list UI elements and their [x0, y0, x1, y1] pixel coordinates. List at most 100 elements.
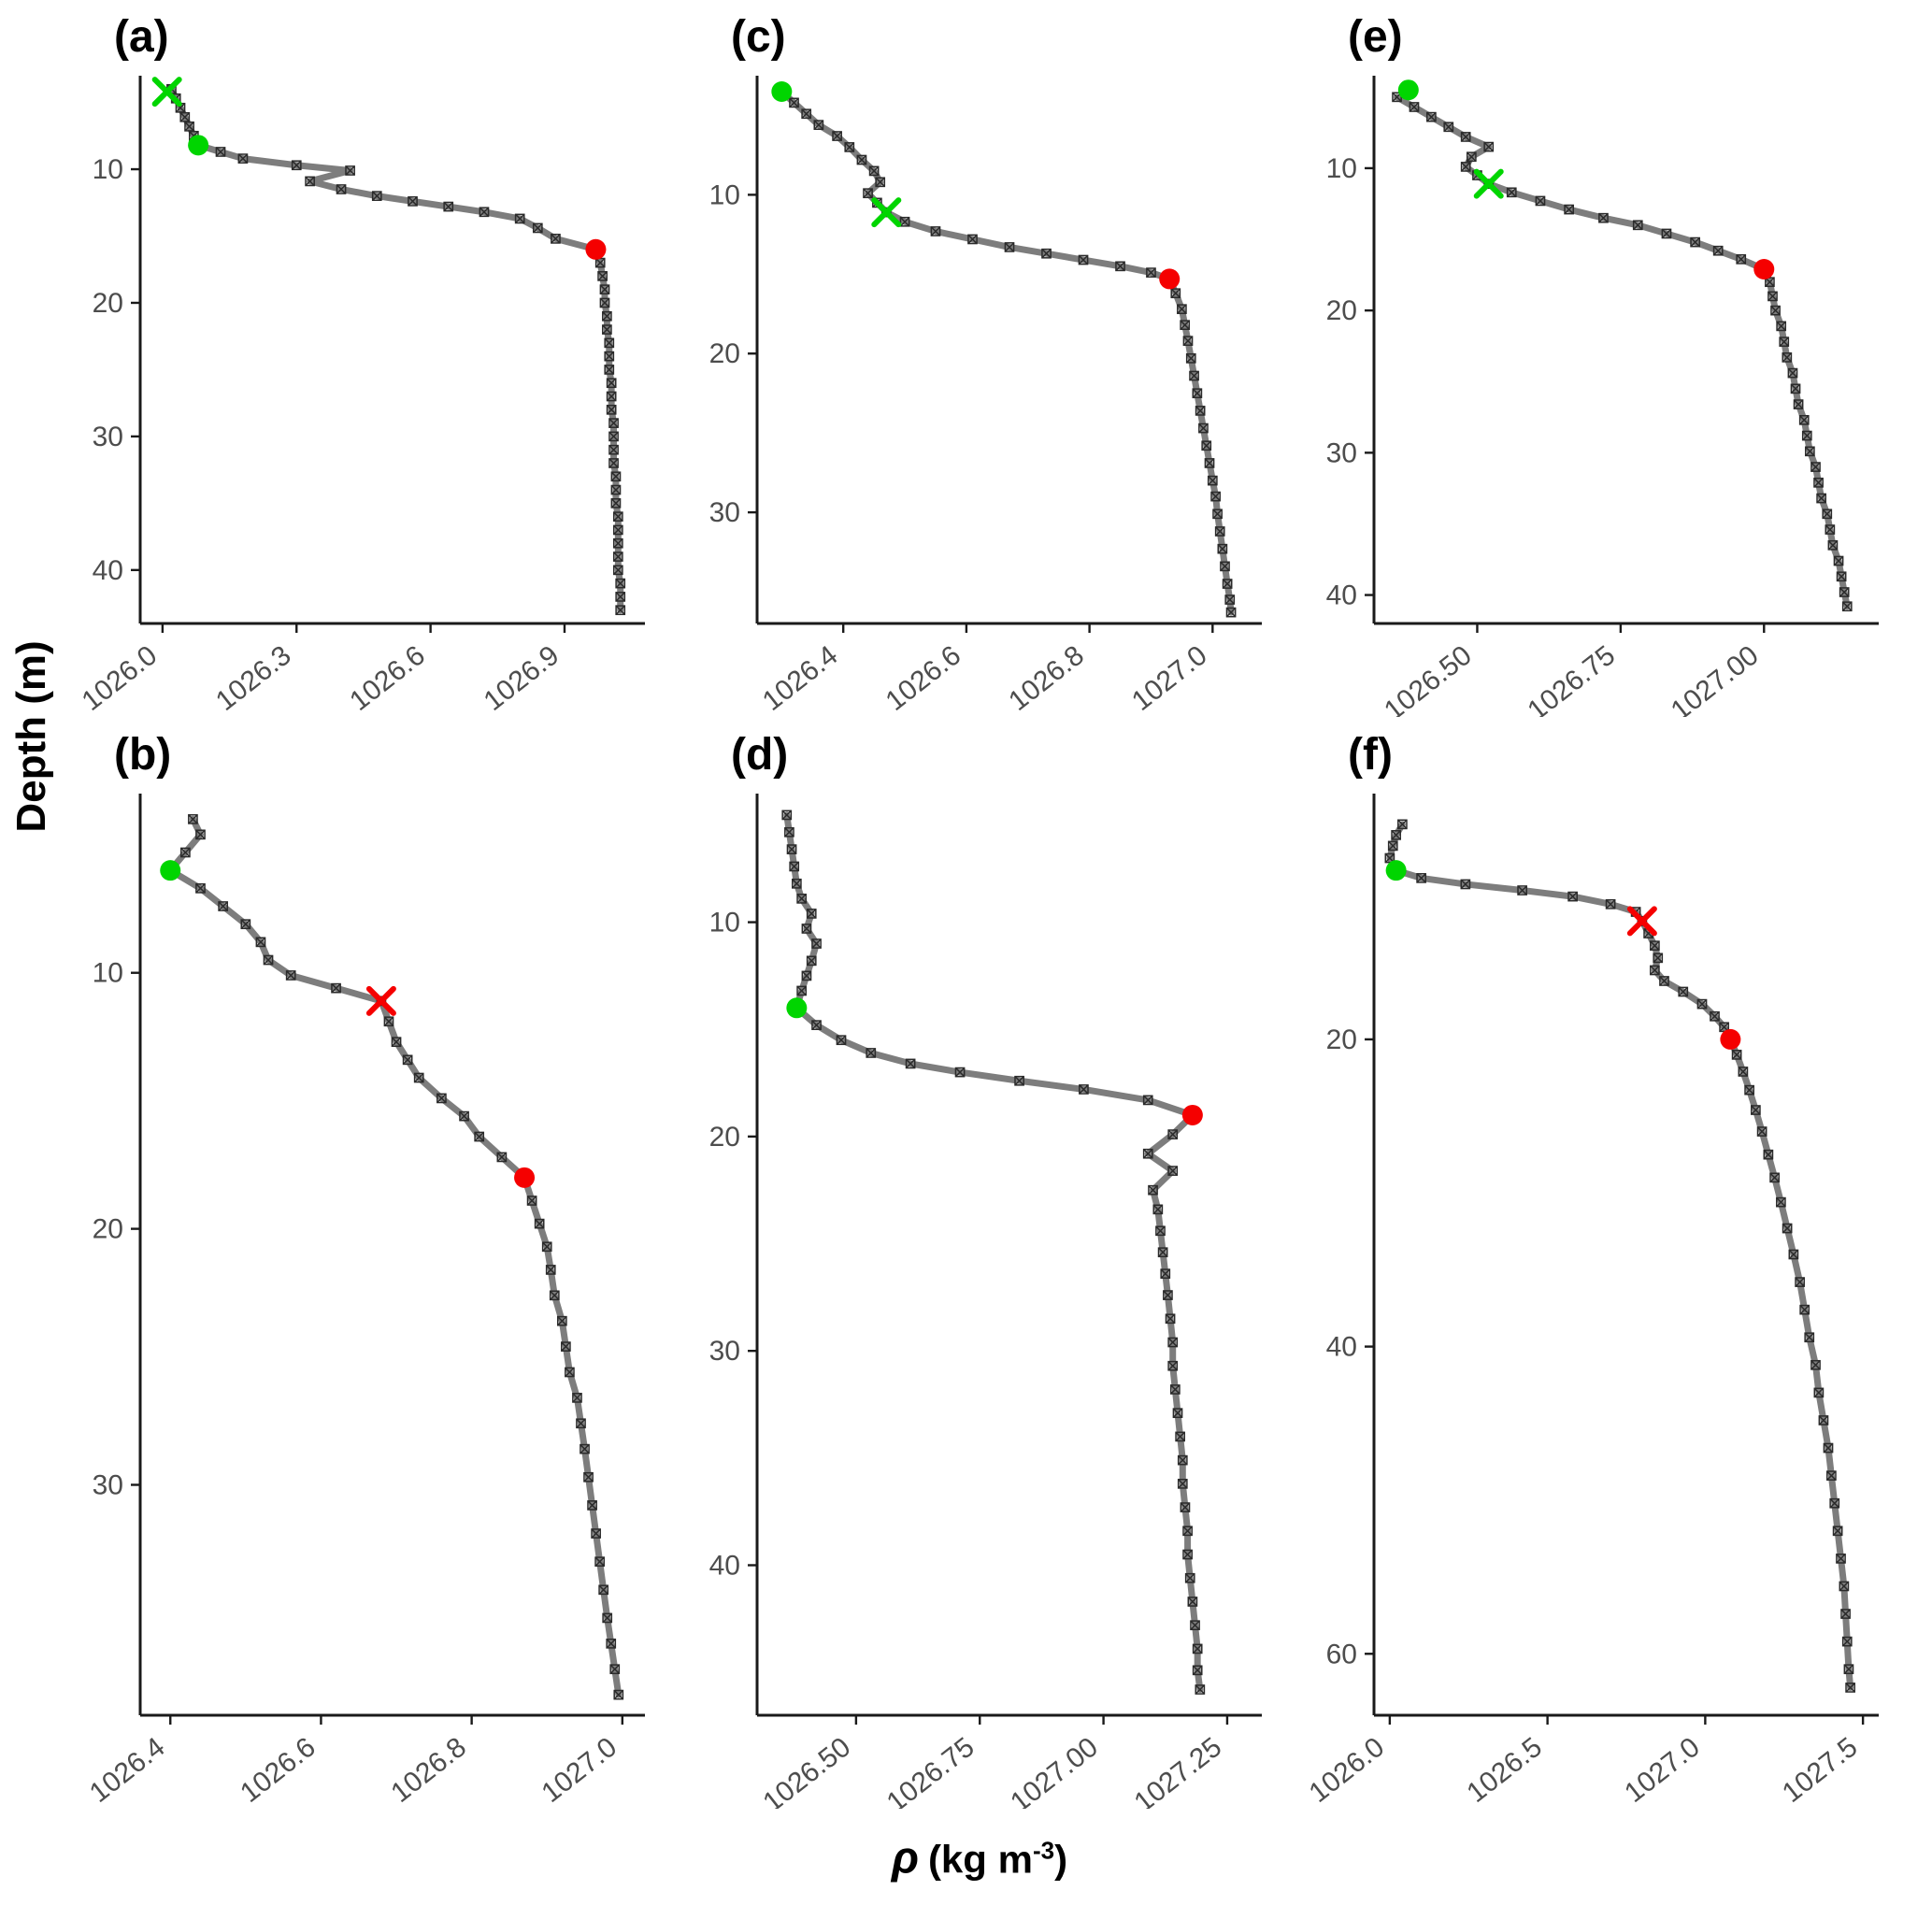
profile-point-marker-cross [535, 1218, 545, 1229]
profile-point-marker [930, 225, 941, 236]
profile-point-marker-cross [336, 184, 347, 194]
profile-point-marker-cross [1180, 320, 1190, 330]
x-axis-title: ρ (kg m-3) [892, 1833, 1067, 1884]
profile-point-marker-cross [1567, 891, 1578, 902]
profile-point-marker [1201, 440, 1212, 451]
profile-point-marker [784, 826, 794, 838]
profile-point-marker-cross [1661, 228, 1672, 238]
density-profile-line [166, 815, 623, 1698]
profile-point-marker [1799, 1304, 1810, 1315]
profile-point-marker-cross [1165, 1313, 1176, 1324]
profile-point-marker [801, 108, 812, 119]
profile-point-marker-cross [832, 131, 842, 141]
profile-point-marker [1826, 1470, 1837, 1481]
profile-point-marker-cross [1172, 1408, 1183, 1418]
profile-point-marker-cross [811, 1020, 822, 1030]
y-tick-label: 40 [1326, 1331, 1357, 1362]
profile-point-marker-cross [599, 284, 610, 294]
profile-point-marker [1225, 607, 1237, 618]
profile-point-marker-cross [1190, 1620, 1200, 1630]
profile-point-marker [801, 923, 812, 934]
profile-point-marker [1155, 1225, 1166, 1236]
profile-point-marker-cross [195, 829, 206, 839]
profile-point-marker [796, 985, 807, 996]
profile-point-marker-cross [1769, 1172, 1780, 1182]
profile-point-marker [1180, 320, 1191, 330]
profile-point-marker [1212, 508, 1223, 519]
profile-point-marker-cross [345, 165, 355, 176]
profile-point-marker [1426, 111, 1437, 122]
profile-point-marker-cross [1810, 462, 1821, 472]
profile-point-marker [1182, 336, 1194, 346]
profile-point-marker-cross [526, 1196, 537, 1206]
profile-point-marker-cross [1738, 1067, 1749, 1077]
profile-point-marker [580, 1443, 590, 1454]
panel-label-c: (c) [731, 12, 786, 62]
profile-point-marker [263, 954, 274, 966]
profile-point-marker-cross [1535, 195, 1546, 206]
profile-point-marker-cross [615, 592, 625, 602]
profile-point-marker [608, 444, 619, 455]
x-tick-label: 1026.0 [77, 639, 164, 716]
x-axis-units-suffix: ) [1054, 1837, 1068, 1882]
panel-e: (e) 1026.50 1026.75 1027.00 10 20 30 40 [1295, 6, 1912, 723]
profile-point-marker-cross [615, 578, 625, 589]
panel-d: (d) 1026.50 1026.75 1027.00 1027.25 10 20 30 40 [679, 723, 1295, 1815]
profile-point-marker [1712, 245, 1724, 256]
profile-point-marker [880, 207, 892, 218]
marker-red-dot [1720, 1028, 1741, 1050]
profile-point-marker [1813, 477, 1824, 488]
profile-point-marker [1195, 1683, 1206, 1695]
profile-point-marker [604, 337, 615, 349]
profile-point-marker [180, 847, 191, 858]
profile-point-marker-cross [1426, 111, 1437, 122]
density-profile-line [1386, 821, 1854, 1691]
profile-point-marker-cross [604, 337, 614, 348]
profile-point-marker-cross [587, 1500, 597, 1511]
profile-point-marker-cross [1564, 204, 1574, 215]
profile-point-marker [1142, 1148, 1153, 1159]
profile-point-marker-cross [479, 207, 490, 217]
profile-point-marker-cross [1185, 1572, 1195, 1583]
profile-point-marker [608, 431, 619, 442]
y-tick-label: 20 [709, 338, 740, 369]
profile-point-marker-cross [1148, 1184, 1158, 1196]
profile-point-marker [1776, 1196, 1786, 1208]
profile-point-marker [1170, 1383, 1181, 1395]
profile-point-marker-cross [1782, 352, 1792, 363]
profile-point-marker-cross [414, 1072, 424, 1082]
profile-point-marker-cross [1650, 965, 1660, 975]
profile-point-marker [1217, 543, 1228, 554]
profile-point-marker-cross [1598, 212, 1609, 223]
profile-point-marker [1823, 1442, 1834, 1454]
profile-point-marker-cross [1731, 1050, 1742, 1060]
profile-point-marker [1190, 1620, 1200, 1630]
profile-point-marker-cross [1160, 1268, 1170, 1279]
profile-point-marker [1391, 829, 1401, 840]
profile-point-marker [599, 297, 610, 308]
profile-point-marker-cross [1767, 291, 1778, 301]
profile-point-marker [576, 1418, 586, 1428]
profile-point-marker [587, 1499, 597, 1511]
rho-symbol: ρ [891, 1833, 919, 1884]
profile-point-marker [1690, 236, 1700, 248]
profile-point-marker [1387, 840, 1398, 852]
profile-point-marker [376, 995, 387, 1006]
profile-point-marker [443, 201, 454, 212]
profile-point-marker [1637, 915, 1648, 926]
profile-point-marker [602, 324, 612, 335]
profile-point-marker-cross [801, 924, 812, 934]
marker-red-x [365, 985, 396, 1016]
profile-point-marker [1506, 187, 1517, 197]
profile-point-marker-cross [597, 271, 608, 281]
profile-point-marker-cross [1163, 1290, 1173, 1300]
profile-point-marker [594, 1556, 605, 1567]
x-tick-label: 1026.9 [479, 639, 565, 716]
profile-point-marker-cross [1212, 508, 1223, 519]
profile-point-marker [612, 511, 623, 522]
profile-point-marker [1840, 1608, 1851, 1619]
profile-point-marker [1466, 151, 1477, 162]
profile-point-marker [872, 197, 882, 208]
profile-point-marker-cross [796, 985, 807, 995]
profile-point-marker [561, 1341, 571, 1352]
